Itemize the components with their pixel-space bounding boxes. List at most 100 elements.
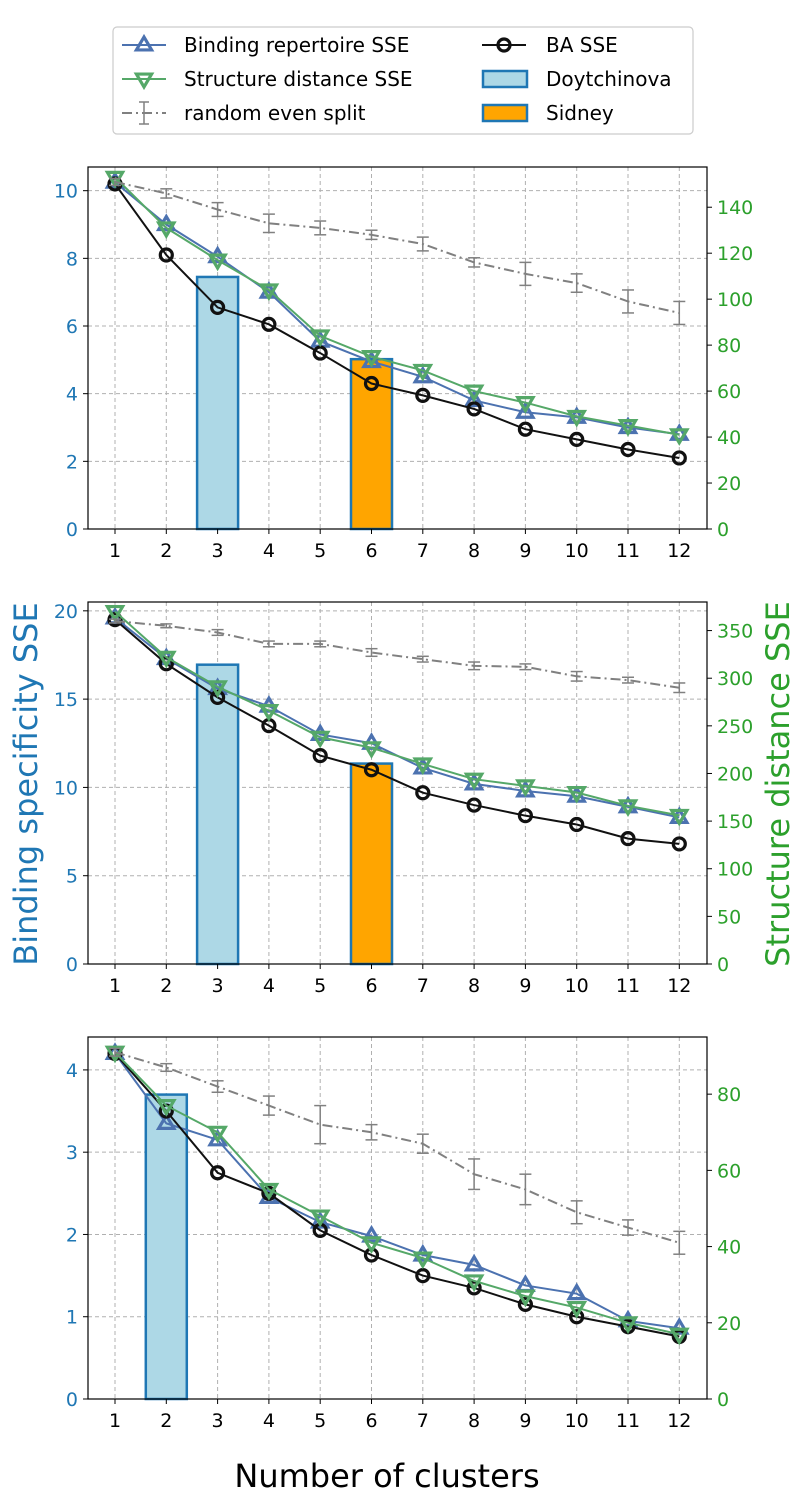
legend-label: Doytchinova [546,67,672,91]
x-tick-label: 8 [468,540,480,562]
series-binding [104,1042,690,1335]
legend-entry-binding: Binding repertoire SSE [122,33,409,57]
right-y-axis-label: Structure distance SSE [759,601,797,967]
data-point [668,1327,690,1346]
series-binding [104,606,690,824]
data-point [207,680,228,698]
x-axis-label: Number of clusters [234,1457,539,1495]
series-line [114,180,680,314]
data-point [569,816,585,833]
series-ba [107,1045,687,1345]
x-tick-label: 6 [365,975,377,997]
bar-sidney [349,762,394,966]
x-tick-label: 3 [212,975,224,997]
y-tick-label: 3 [66,1142,78,1164]
series-line [114,1052,680,1338]
x-tick-label: 10 [565,1410,589,1432]
x-tick-label: 4 [263,1410,275,1432]
y2-tick-label: 0 [717,1389,729,1411]
chart-panel-2: 1 2 3 4 5 6 7 8 9 10 11 120510152005010015020025030… [54,601,753,997]
series-random [109,1047,686,1255]
y-tick-label: 2 [66,1224,78,1246]
data-point [363,762,380,778]
data-point [309,1209,331,1228]
legend-marker-triangle-down [133,72,155,91]
data-point [258,704,280,722]
series-ba [107,612,687,852]
data-point [412,757,434,776]
x-tick-label: 7 [417,975,429,997]
y2-tick-label: 40 [717,1237,741,1259]
data-point [668,423,690,441]
data-point [566,1300,588,1319]
data-point [517,1296,534,1312]
y-tick-label: 15 [54,689,78,711]
data-point [207,253,228,272]
data-point [261,316,277,332]
data-point [515,779,536,798]
data-point [620,831,636,847]
data-point [104,604,126,623]
data-point [617,799,639,818]
bar-doytchinova [195,275,240,531]
data-point [158,247,174,263]
x-tick-label: 3 [212,540,224,562]
plot-frame [87,601,708,965]
data-point [361,1224,382,1243]
data-point [515,396,536,414]
x-tick-label: 10 [565,975,589,997]
data-point [361,741,382,759]
legend-entry-random: random even split [122,101,366,125]
data-point [566,785,588,804]
data-point [155,221,177,240]
x-tick-label: 3 [212,1410,224,1432]
x-tick-label: 12 [667,975,691,997]
x-tick-label: 7 [417,1410,429,1432]
x-tick-label: 6 [365,540,377,562]
data-point [517,421,534,437]
x-tick-label: 2 [160,1410,172,1432]
legend-entry-sidney: Sidney [481,101,614,125]
y2-tick-label: 250 [717,716,753,738]
y-tick-label: 2 [66,451,78,473]
plot-frame [87,1036,708,1400]
y-tick-label: 6 [66,316,78,338]
x-tick-label: 4 [263,975,275,997]
data-point [671,450,687,466]
plot-frame [87,166,708,530]
data-point [566,409,588,428]
x-tick-label: 7 [417,540,429,562]
y-tick-label: 20 [54,601,78,623]
x-tick-label: 5 [314,975,326,997]
data-point [312,748,328,764]
series-structure [104,170,690,446]
x-tick-label: 9 [519,540,531,562]
x-tick-label: 11 [616,540,640,562]
data-point [309,730,331,749]
y-tick-label: 1 [66,1307,78,1329]
series-line [114,1051,680,1336]
data-point [207,1125,228,1144]
series-ba [107,176,687,466]
bar-doytchinova [195,663,240,966]
y2-tick-label: 60 [717,381,741,403]
data-point [620,441,636,458]
x-tick-label: 5 [314,1410,326,1432]
data-point [258,1182,280,1201]
y-tick-label: 10 [54,777,78,799]
y-tick-label: 0 [66,519,78,541]
data-point [210,1165,226,1181]
x-tick-label: 4 [263,540,275,562]
x-tick-label: 8 [468,1410,480,1432]
data-point [517,808,534,824]
data-point [668,808,690,827]
y2-tick-label: 100 [717,859,753,881]
y2-tick-label: 150 [717,811,753,833]
legend-label: random even split [184,101,366,125]
x-tick-label: 1 [109,540,121,562]
x-tick-label: 9 [519,1410,531,1432]
x-tick-label: 6 [365,1410,377,1432]
y-tick-label: 4 [66,1060,78,1082]
series-structure [104,1045,690,1346]
